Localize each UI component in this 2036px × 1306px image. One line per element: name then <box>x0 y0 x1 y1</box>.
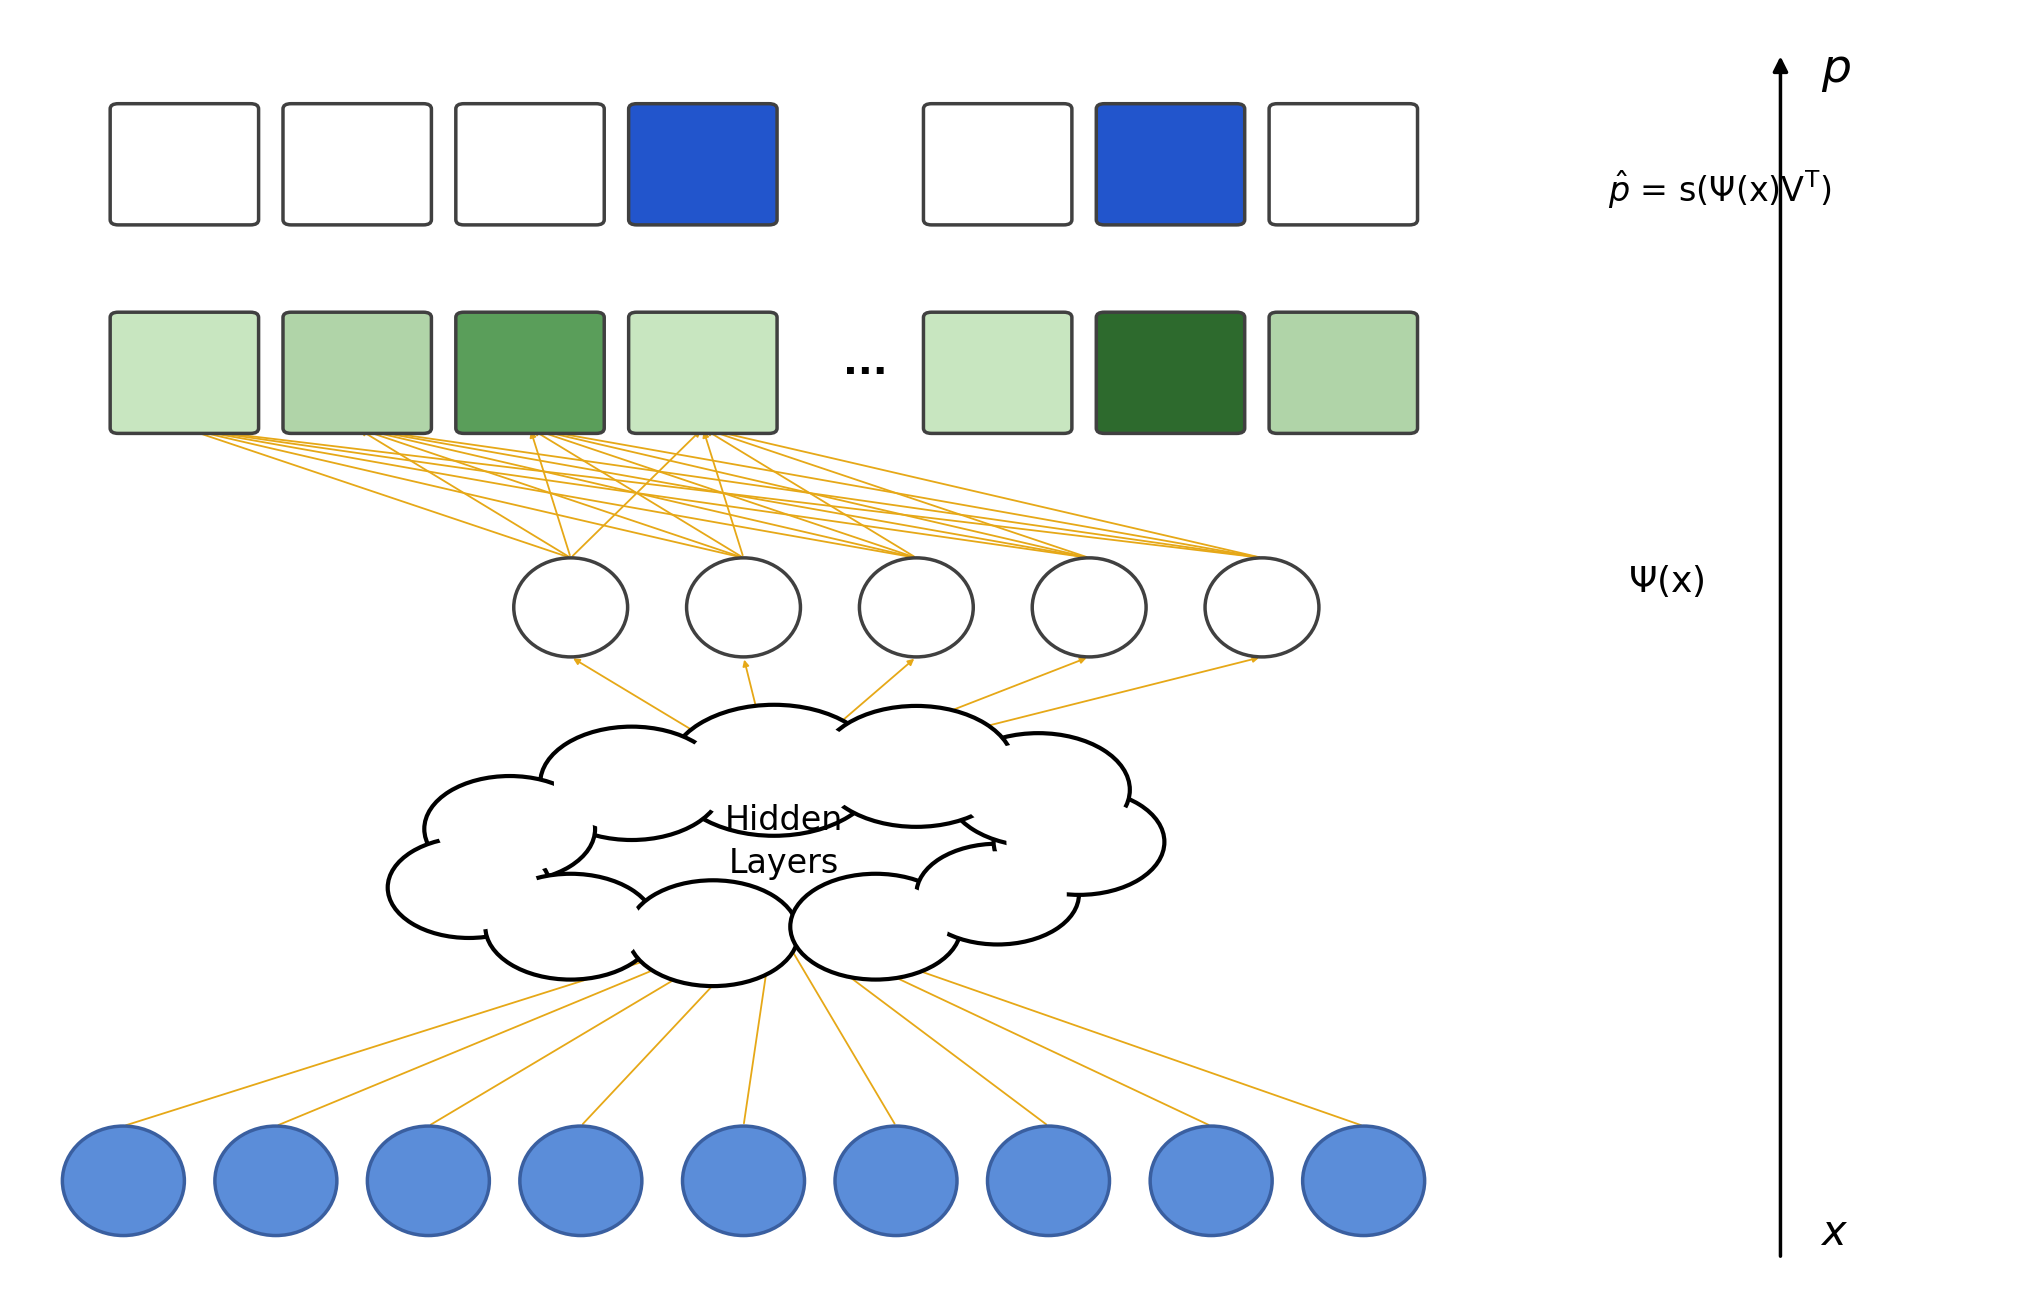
Ellipse shape <box>423 776 595 882</box>
Ellipse shape <box>833 714 1000 818</box>
FancyBboxPatch shape <box>110 312 259 434</box>
Ellipse shape <box>835 1126 957 1235</box>
FancyBboxPatch shape <box>1268 103 1417 225</box>
Ellipse shape <box>928 852 1067 936</box>
Ellipse shape <box>1150 1126 1272 1235</box>
FancyBboxPatch shape <box>924 103 1071 225</box>
Ellipse shape <box>1205 558 1319 657</box>
Ellipse shape <box>802 882 949 972</box>
Ellipse shape <box>216 1126 336 1235</box>
Ellipse shape <box>916 844 1079 944</box>
Ellipse shape <box>387 837 550 938</box>
Ellipse shape <box>485 874 656 980</box>
FancyBboxPatch shape <box>1095 103 1244 225</box>
Ellipse shape <box>859 558 973 657</box>
FancyBboxPatch shape <box>924 312 1071 434</box>
FancyBboxPatch shape <box>110 103 259 225</box>
FancyBboxPatch shape <box>456 312 605 434</box>
Text: p: p <box>1820 47 1851 91</box>
FancyBboxPatch shape <box>456 103 605 225</box>
Ellipse shape <box>1006 797 1152 887</box>
Ellipse shape <box>554 735 709 832</box>
Text: Hidden
Layers: Hidden Layers <box>725 803 843 880</box>
Ellipse shape <box>513 558 627 657</box>
Text: $\Psi$(x): $\Psi$(x) <box>1629 563 1704 599</box>
Ellipse shape <box>499 882 643 972</box>
FancyBboxPatch shape <box>629 312 778 434</box>
Ellipse shape <box>961 742 1116 838</box>
Ellipse shape <box>641 888 786 978</box>
Ellipse shape <box>519 1126 641 1235</box>
Ellipse shape <box>987 1126 1110 1235</box>
FancyBboxPatch shape <box>629 103 778 225</box>
Ellipse shape <box>682 1126 804 1235</box>
Text: x: x <box>1820 1212 1847 1254</box>
Ellipse shape <box>684 714 863 825</box>
Ellipse shape <box>399 845 538 930</box>
Ellipse shape <box>438 784 582 874</box>
FancyBboxPatch shape <box>283 312 432 434</box>
Ellipse shape <box>627 880 798 986</box>
FancyBboxPatch shape <box>1268 312 1417 434</box>
Ellipse shape <box>366 1126 489 1235</box>
Ellipse shape <box>1032 558 1146 657</box>
Ellipse shape <box>1303 1126 1425 1235</box>
Ellipse shape <box>947 733 1130 846</box>
Ellipse shape <box>818 707 1014 827</box>
FancyBboxPatch shape <box>283 103 432 225</box>
Ellipse shape <box>63 1126 185 1235</box>
Ellipse shape <box>540 726 723 840</box>
Ellipse shape <box>686 558 800 657</box>
Ellipse shape <box>790 874 961 980</box>
Ellipse shape <box>994 789 1165 895</box>
Text: $\hat{p}$ = s($\Psi$(x)V$^\mathsf{T}$): $\hat{p}$ = s($\Psi$(x)V$^\mathsf{T}$) <box>1608 170 1830 212</box>
Text: ···: ··· <box>843 354 888 392</box>
Ellipse shape <box>668 705 880 836</box>
FancyBboxPatch shape <box>1095 312 1244 434</box>
